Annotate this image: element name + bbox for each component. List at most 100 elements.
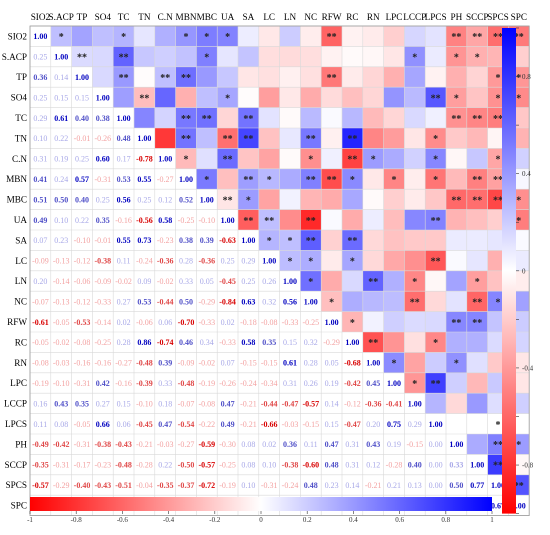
correlation-value: 0.86: [137, 338, 151, 347]
heatmap-cell: [175, 107, 197, 128]
heatmap-cell: [279, 393, 301, 414]
heatmap-cell: [466, 270, 488, 292]
heatmap-cell: [217, 332, 238, 353]
heatmap-cell: [113, 46, 134, 67]
correlation-value: -0.21: [136, 440, 153, 449]
heatmap-cell: [258, 474, 280, 496]
heatmap-cell: [217, 189, 238, 210]
significance-stars: *: [454, 53, 459, 64]
correlation-value: 1.00: [54, 53, 68, 62]
heatmap-cell: [113, 148, 134, 169]
heatmap-cell: [196, 168, 218, 190]
heatmap-cell: [300, 26, 322, 47]
heatmap-cell: [425, 168, 446, 190]
correlation-value: 0.49: [221, 420, 235, 429]
heatmap-cell: [362, 26, 384, 47]
correlation-value: -0.38: [94, 440, 111, 449]
row-label-ph: PH: [15, 439, 27, 449]
correlation-value: -0.15: [240, 359, 257, 368]
correlation-value: -0.42: [53, 440, 70, 449]
heatmap-cell: [134, 250, 155, 271]
significance-stars: *: [204, 175, 209, 186]
correlation-value: 0.49: [33, 216, 47, 225]
heatmap-cell: [154, 250, 176, 271]
correlation-value: 1.00: [449, 440, 463, 449]
heatmap-cell: [258, 311, 280, 332]
correlation-value: 0.47: [325, 440, 339, 449]
correlation-value: -0.24: [240, 379, 257, 388]
heatmap-cell: [342, 332, 363, 353]
heatmap-cell: [300, 107, 322, 128]
heatmap-cell: [466, 413, 488, 434]
correlation-value: -0.27: [115, 359, 132, 368]
correlation-value: -0.02: [198, 359, 215, 368]
significance-stars: **: [181, 114, 191, 125]
heatmap-cell: [258, 66, 280, 88]
heatmap-cell: [404, 87, 426, 108]
significance-stars: *: [288, 236, 293, 247]
heatmap-cell: [258, 250, 280, 271]
heatmap-cell: [71, 168, 93, 190]
heatmap-cell: [196, 372, 218, 394]
heatmap-cell: [217, 250, 238, 271]
correlation-value: 0.28: [117, 338, 131, 347]
heatmap-cell: [71, 352, 93, 373]
heatmap-cell: [50, 454, 72, 475]
correlation-value: 1.00: [470, 461, 484, 470]
heatmap-cell: [175, 66, 197, 88]
heatmap-cell: [30, 148, 51, 169]
heatmap-cell: [30, 189, 51, 210]
correlation-value: -0.47: [344, 420, 361, 429]
heatmap-cell: [466, 26, 488, 47]
heatmap-cell: [466, 209, 488, 230]
heatmap-cell: [383, 332, 405, 353]
correlation-value: -0.18: [240, 318, 257, 327]
significance-stars: *: [308, 277, 313, 288]
heatmap-cell: [342, 250, 363, 271]
heatmap-cell: [446, 454, 467, 475]
heatmap-cell: [50, 66, 72, 88]
heatmap-cell: [175, 46, 197, 67]
heatmap-cell: [362, 66, 384, 88]
heatmap-cell: [30, 87, 51, 108]
heatmap-cell: [154, 189, 176, 210]
correlation-value: 0.05: [325, 359, 339, 368]
correlation-value: 0.31: [283, 379, 297, 388]
col-label-ph: PH: [451, 12, 463, 22]
heatmap-cell: [321, 311, 342, 332]
significance-stars: *: [371, 155, 376, 166]
heatmap-cell: [279, 168, 301, 190]
heatmap-cell: [154, 209, 176, 230]
heatmap-cell: [113, 474, 134, 496]
heatmap-cell: [154, 26, 176, 47]
heatmap-cell: [321, 332, 342, 353]
heatmap-cell: [321, 474, 342, 496]
heatmap-cell: [342, 26, 363, 47]
heatmap-cell: [383, 250, 405, 271]
correlation-value: -0.33: [94, 297, 111, 306]
heatmap-cell: [446, 168, 467, 190]
heatmap-cell: [466, 128, 488, 149]
significance-stars: **: [431, 216, 441, 227]
heatmap-cell: [362, 311, 384, 332]
heatmap-cell: [238, 209, 259, 230]
significance-stars: **: [451, 114, 461, 125]
heatmap-cell: [134, 148, 155, 169]
heatmap-cell: [383, 189, 405, 210]
row-label-nc: NC: [14, 297, 27, 307]
significance-stars: *: [454, 93, 459, 104]
heatmap-cell: [466, 189, 488, 210]
correlation-value: -0.08: [74, 338, 91, 347]
heatmap-cell: [175, 413, 197, 434]
heatmap-cell: [342, 46, 363, 67]
significance-stars: *: [184, 32, 189, 43]
colorbar-horizontal-tick-label: 0.2: [303, 516, 312, 524]
heatmap-cell: [466, 168, 488, 190]
significance-stars: **: [306, 216, 316, 227]
heatmap-cell: [425, 46, 446, 67]
correlation-value: 0.38: [179, 236, 193, 245]
col-label-lccp: LCCP: [403, 12, 426, 22]
row-label-rn: RN: [14, 358, 27, 368]
col-label-tc: TC: [118, 12, 130, 22]
